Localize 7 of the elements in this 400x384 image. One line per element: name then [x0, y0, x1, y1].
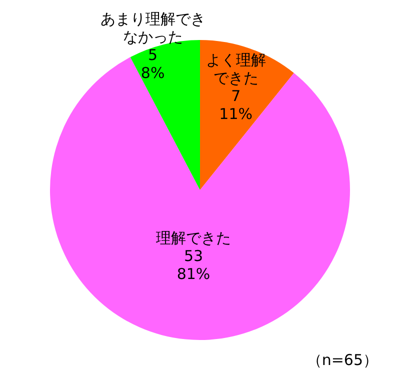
text: （n=65）: [306, 351, 378, 370]
slice-label: あまり理解できなかった: [100, 10, 206, 46]
slice-label: 理解できた: [156, 229, 231, 248]
slice-label: よく理解できた: [206, 51, 266, 88]
data-label: 5 8%: [140, 46, 165, 82]
data-label: 53 81%: [176, 247, 210, 284]
data-label: 7 11%: [219, 87, 253, 124]
